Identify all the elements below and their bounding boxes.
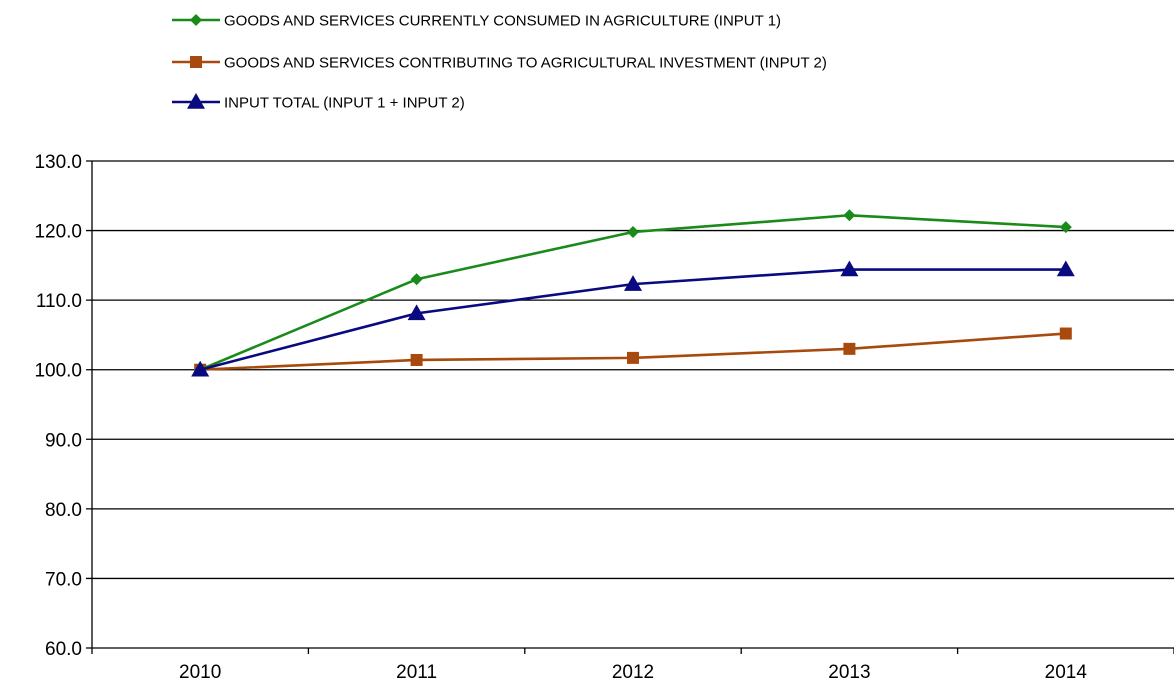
data-point-triangle (1056, 260, 1075, 277)
x-tick-label: 2013 (828, 662, 870, 683)
data-point-square (1059, 327, 1072, 340)
data-point-triangle (407, 304, 426, 321)
data-point-square (410, 353, 423, 366)
series-line (200, 332, 1066, 372)
legend: GOODS AND SERVICES CURRENTLY CONSUMED IN… (172, 13, 827, 112)
y-tick-label: 70.0 (45, 569, 82, 590)
data-point-diamond (627, 225, 639, 238)
gridlines (86, 160, 1174, 649)
legend-label: GOODS AND SERVICES CURRENTLY CONSUMED IN… (224, 13, 781, 30)
legend-marker-square (190, 56, 202, 68)
data-point-square (627, 351, 639, 364)
y-tick-label: 100.0 (34, 361, 82, 382)
series-1 (194, 209, 1072, 376)
series-3 (191, 260, 1075, 377)
data-point-triangle (191, 360, 210, 377)
legend-label: INPUT TOTAL (INPUT 1 + INPUT 2) (224, 95, 465, 112)
data-point-diamond (843, 209, 856, 222)
legend-item: GOODS AND SERVICES CURRENTLY CONSUMED IN… (172, 13, 781, 30)
data-point-square (843, 342, 856, 355)
x-tick-label: 2014 (1045, 662, 1088, 683)
legend-label: GOODS AND SERVICES CONTRIBUTING TO AGRIC… (224, 55, 827, 72)
series-group (191, 209, 1075, 377)
x-tick-label: 2012 (612, 662, 654, 683)
y-tick-label: 90.0 (45, 430, 82, 451)
y-tick-label: 130.0 (34, 152, 82, 173)
data-point-diamond (410, 273, 423, 286)
data-point-triangle (624, 275, 642, 291)
legend-marker-diamond (190, 14, 202, 26)
series-2 (194, 327, 1072, 376)
y-tick-label: 120.0 (34, 222, 82, 243)
legend-item: INPUT TOTAL (INPUT 1 + INPUT 2) (172, 93, 465, 112)
legend-item: GOODS AND SERVICES CONTRIBUTING TO AGRIC… (172, 55, 827, 72)
axes (91, 161, 1174, 654)
y-tick-label: 80.0 (45, 500, 82, 521)
data-point-triangle (840, 260, 859, 277)
x-axis-tick-labels: 2010 2011 2012 2013 2014 (179, 662, 1087, 683)
x-tick-label: 2010 (179, 662, 221, 683)
data-point-diamond (1059, 221, 1072, 234)
series-line (199, 213, 1066, 371)
y-tick-label: 60.0 (45, 639, 82, 660)
x-tick-label: 2011 (396, 662, 437, 683)
y-axis-tick-labels: 60.0 70.0 80.0 90.0 100.0 110.0 120.0 130.0 (34, 152, 82, 660)
y-tick-label: 110.0 (36, 291, 82, 312)
legend-marker-triangle (187, 93, 205, 109)
